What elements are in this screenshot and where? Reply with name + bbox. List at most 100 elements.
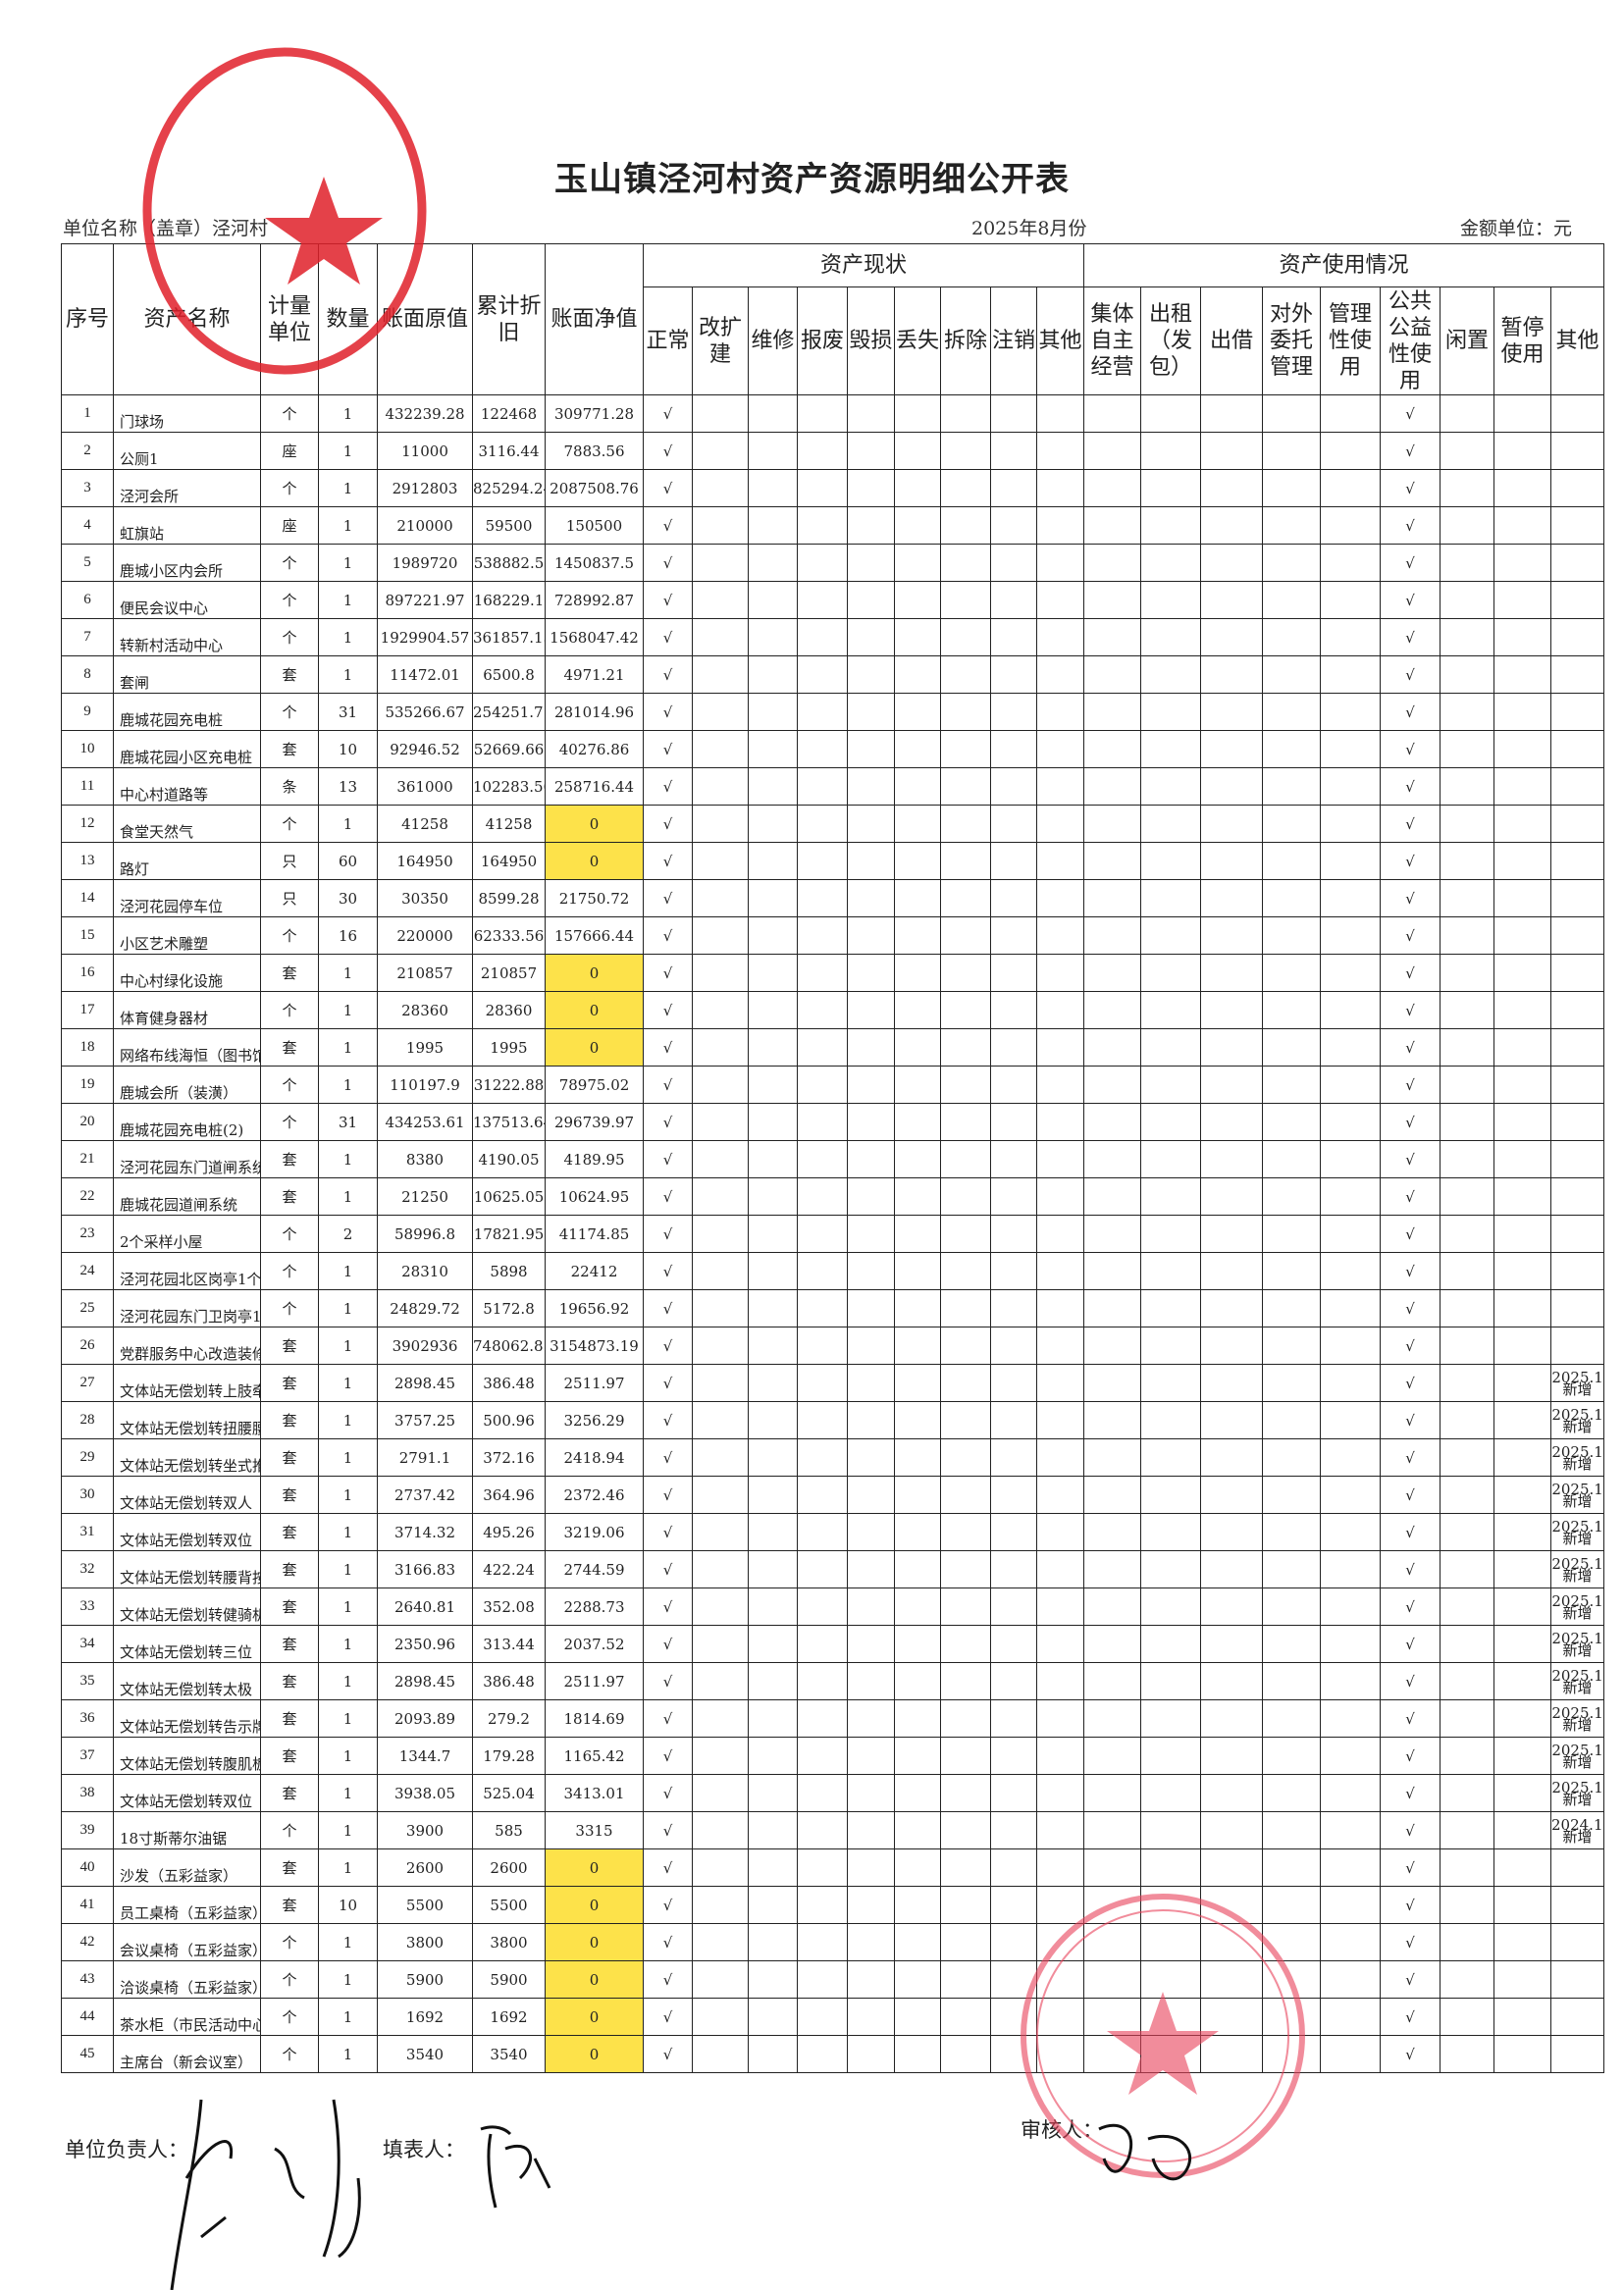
empty-cell <box>692 655 749 694</box>
net-value: 150500 <box>545 506 644 545</box>
empty-cell <box>990 1923 1037 1961</box>
asset-table: 序号 资产名称 计量单位 数量 账面原值 累计折旧 账面净值 资产现状 资产使用… <box>61 243 1605 2073</box>
empty-cell <box>1140 506 1201 545</box>
empty-cell <box>847 1774 895 1812</box>
empty-cell <box>1440 506 1494 545</box>
check-mark: √ <box>643 730 693 768</box>
empty-cell <box>847 954 895 992</box>
empty-cell <box>797 1438 848 1477</box>
empty-cell <box>1036 1886 1084 1924</box>
unit: 套 <box>260 1438 319 1477</box>
net-value: 281014.96 <box>545 693 644 731</box>
empty-cell <box>1083 1811 1141 1849</box>
empty-cell <box>1083 1476 1141 1514</box>
empty-cell <box>1083 506 1141 545</box>
empty-cell <box>1493 432 1551 470</box>
original-value: 210857 <box>377 954 473 992</box>
empty-cell <box>940 1886 991 1924</box>
empty-cell <box>1320 432 1381 470</box>
empty-cell <box>1083 581 1141 619</box>
asset-name: 茶水柜（市民活动中心 <box>113 1998 261 2036</box>
empty-cell <box>1036 432 1084 470</box>
header-depreciation: 累计折旧 <box>472 243 546 395</box>
empty-cell <box>1440 1774 1494 1812</box>
quantity: 1 <box>318 1028 378 1067</box>
empty-cell <box>1262 1513 1321 1551</box>
empty-cell <box>1036 1960 1084 1999</box>
empty-cell <box>1140 394 1201 433</box>
accumulated-depreciation: 179.28 <box>472 1737 546 1775</box>
empty-cell <box>797 730 848 768</box>
empty-cell <box>748 1401 798 1439</box>
asset-name: 党群服务中心改造装修 <box>113 1327 261 1365</box>
unit: 个 <box>260 1103 319 1141</box>
empty-cell <box>1493 1737 1551 1775</box>
original-value: 1929904.57 <box>377 618 473 656</box>
check-mark: √ <box>1380 1289 1441 1327</box>
empty-cell <box>1320 1066 1381 1104</box>
empty-cell <box>1200 693 1263 731</box>
empty-cell <box>1262 1252 1321 1290</box>
empty-cell <box>894 805 941 843</box>
empty-cell <box>1036 730 1084 768</box>
empty-cell <box>847 916 895 955</box>
asset-name: 中心村道路等 <box>113 767 261 806</box>
empty-cell <box>940 1177 991 1216</box>
empty-cell <box>1440 730 1494 768</box>
net-value: 41174.85 <box>545 1215 644 1253</box>
empty-cell <box>1320 1811 1381 1849</box>
net-value: 3219.06 <box>545 1513 644 1551</box>
empty-cell <box>1200 432 1263 470</box>
table-row: 19 鹿城会所（装潢）个 1 110197.9 31222.88 78975.02 √ √ <box>61 1066 1605 1104</box>
empty-cell <box>797 618 848 656</box>
check-mark: √ <box>1380 1625 1441 1663</box>
table-row: 13 路灯只 60 164950 164950 0 √ √ <box>61 842 1605 880</box>
empty-cell <box>748 544 798 582</box>
original-value: 3166.83 <box>377 1550 473 1588</box>
empty-cell <box>1493 618 1551 656</box>
empty-cell <box>940 394 991 433</box>
empty-cell <box>847 1177 895 1216</box>
row-seq: 4 <box>61 506 114 545</box>
empty-cell <box>692 1923 749 1961</box>
accumulated-depreciation: 254251.71 <box>472 693 546 731</box>
empty-cell <box>1493 879 1551 917</box>
empty-cell <box>1083 1737 1141 1775</box>
net-value: 4189.95 <box>545 1140 644 1178</box>
empty-cell <box>1036 879 1084 917</box>
empty-cell <box>894 991 941 1029</box>
asset-name: 泾河花园停车位 <box>113 879 261 917</box>
empty-cell <box>692 1438 749 1477</box>
other-note <box>1549 991 1605 1029</box>
empty-cell <box>990 767 1037 806</box>
empty-cell <box>1320 879 1381 917</box>
empty-cell <box>1140 1625 1201 1663</box>
row-seq: 5 <box>61 544 114 582</box>
empty-cell <box>797 1625 848 1663</box>
empty-cell <box>1036 506 1084 545</box>
table-row: 2 公厕1 座 1 11000 3116.44 7883.56 √ √ <box>61 432 1605 470</box>
empty-cell <box>990 954 1037 992</box>
unit: 个 <box>260 1252 319 1290</box>
accumulated-depreciation: 5500 <box>472 1886 546 1924</box>
row-seq: 29 <box>61 1438 114 1477</box>
empty-cell <box>940 432 991 470</box>
asset-name: 洽谈桌椅（五彩益家） <box>113 1960 261 1999</box>
net-value: 21750.72 <box>545 879 644 917</box>
original-value: 24829.72 <box>377 1289 473 1327</box>
empty-cell <box>1320 1699 1381 1738</box>
asset-name: 文体站无偿划转腰背按 <box>113 1550 261 1588</box>
empty-cell <box>1440 1140 1494 1178</box>
empty-cell <box>1036 842 1084 880</box>
row-seq: 44 <box>61 1998 114 2036</box>
net-value: 0 <box>545 805 644 843</box>
row-seq: 22 <box>61 1177 114 1216</box>
original-value: 92946.52 <box>377 730 473 768</box>
empty-cell <box>990 432 1037 470</box>
quantity: 1 <box>318 469 378 507</box>
unit: 套 <box>260 1848 319 1887</box>
empty-cell <box>940 1364 991 1402</box>
empty-cell <box>1140 581 1201 619</box>
row-seq: 13 <box>61 842 114 880</box>
empty-cell <box>692 1289 749 1327</box>
